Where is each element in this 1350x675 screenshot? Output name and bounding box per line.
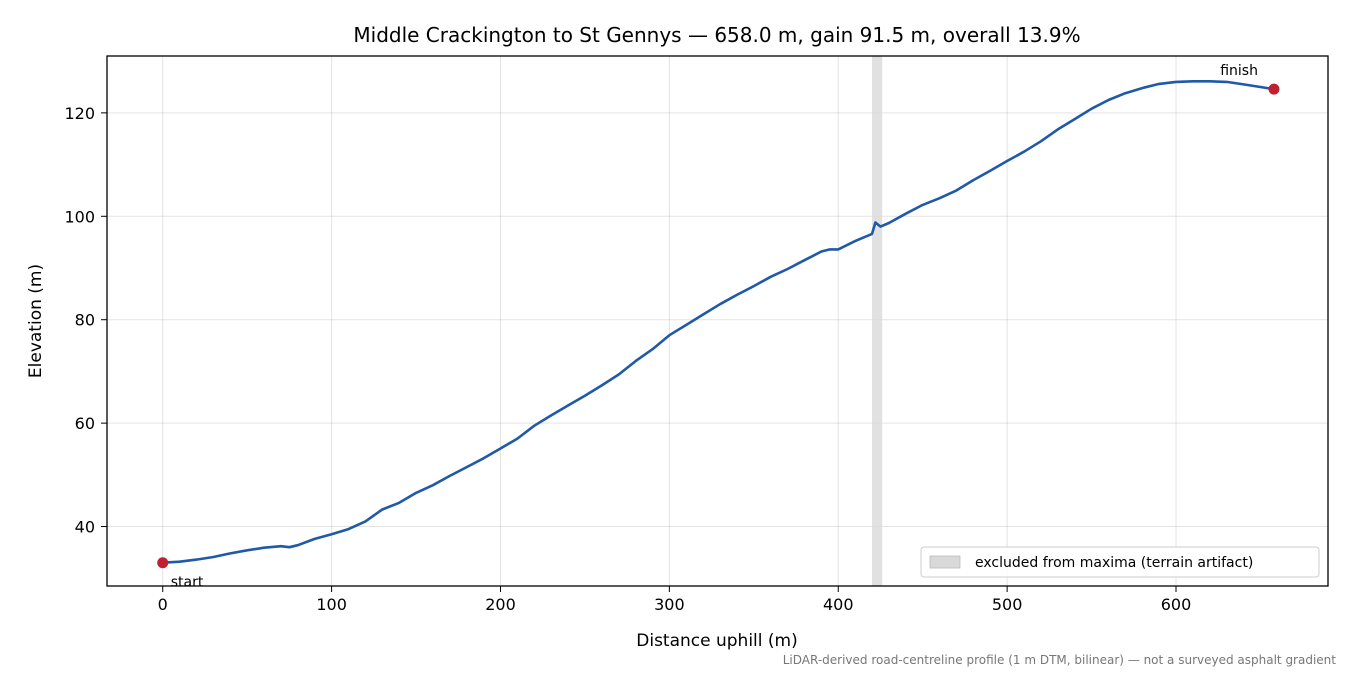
legend: excluded from maxima (terrain artifact): [920, 546, 1320, 578]
legend-entry-excluded: excluded from maxima (terrain artifact): [975, 555, 1253, 571]
start-marker: [157, 557, 169, 569]
finish-label: finish: [1220, 63, 1258, 79]
x-axis-ticks: 0 100 200 300 400 500 600: [158, 586, 1192, 614]
series-layer: [161, 80, 1276, 565]
start-label: start: [171, 575, 204, 591]
excluded-band-layer: [872, 56, 883, 586]
y-axis-ticks: 40 60 80 100 120: [64, 104, 107, 537]
endpoint-markers: start finish: [157, 63, 1280, 591]
y-tick-label: 120: [64, 104, 95, 123]
x-tick-label: 400: [823, 595, 854, 614]
legend-swatch: [929, 555, 961, 569]
grid: [107, 56, 1328, 586]
elevation-profile-line: [161, 80, 1276, 565]
x-tick-label: 500: [992, 595, 1023, 614]
chart-title: Middle Crackington to St Gennys — 658.0 …: [353, 23, 1080, 47]
x-tick-label: 100: [316, 595, 347, 614]
y-tick-label: 40: [75, 518, 95, 537]
plot-frame: [106, 55, 1329, 587]
x-tick-label: 600: [1161, 595, 1192, 614]
x-tick-label: 200: [485, 595, 516, 614]
excluded-band: [872, 56, 883, 586]
x-axis-label: Distance uphill (m): [636, 631, 797, 651]
y-tick-label: 60: [75, 414, 95, 433]
finish-marker: [1268, 83, 1280, 95]
legend-frame: [920, 546, 1320, 578]
y-axis-label: Elevation (m): [26, 264, 46, 378]
x-tick-label: 300: [654, 595, 685, 614]
footnote: LiDAR-derived road-centreline profile (1…: [783, 653, 1337, 667]
x-tick-label: 0: [158, 595, 168, 614]
y-tick-label: 100: [64, 207, 95, 226]
y-tick-label: 80: [75, 311, 95, 330]
